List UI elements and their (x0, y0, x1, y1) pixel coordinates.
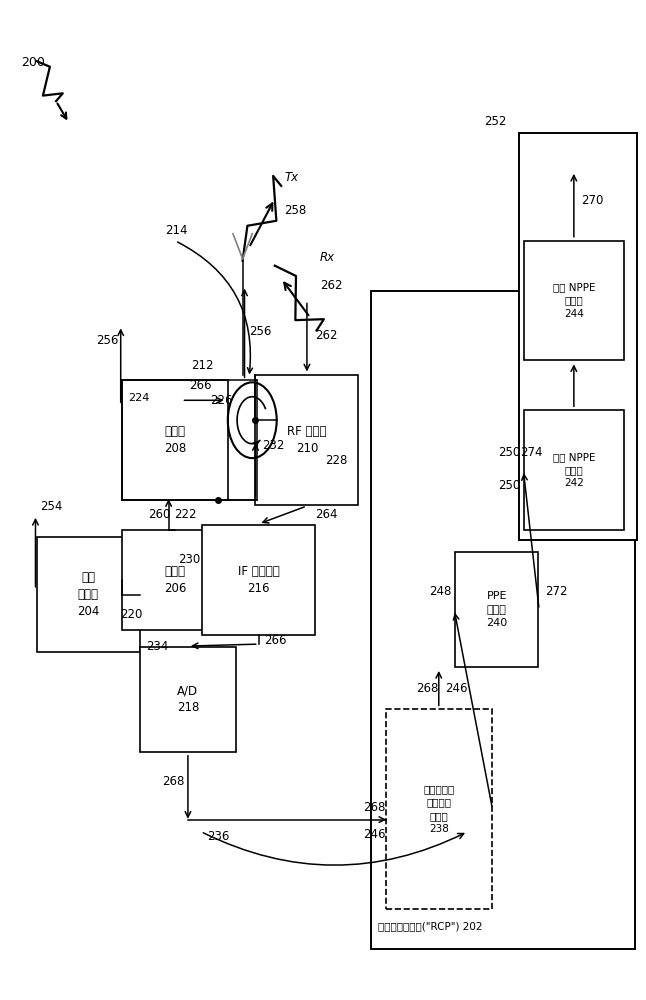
Text: 252: 252 (484, 115, 506, 128)
Text: （可选的）
天线增益
校准器
238: （可选的） 天线增益 校准器 238 (423, 784, 454, 834)
Text: 224: 224 (129, 393, 150, 403)
Text: 200: 200 (21, 56, 45, 69)
Bar (122, 530, 228, 630)
Bar (202, 525, 315, 635)
Bar (524, 241, 623, 360)
Bar (255, 375, 359, 505)
Text: 246: 246 (363, 828, 386, 841)
Text: RF 接收器
210: RF 接收器 210 (287, 425, 327, 455)
Bar (386, 709, 492, 909)
Bar (371, 291, 635, 949)
Text: 雷达校准处理器("RCP") 202: 雷达校准处理器("RCP") 202 (378, 921, 482, 931)
Text: 274: 274 (520, 446, 543, 459)
Text: 264: 264 (315, 508, 337, 521)
Bar (122, 380, 228, 500)
Text: 214: 214 (165, 224, 188, 237)
Text: 256: 256 (249, 325, 271, 338)
Text: 频率源
206: 频率源 206 (164, 565, 186, 595)
Bar (140, 647, 236, 752)
Text: 234: 234 (146, 640, 169, 653)
Text: 268: 268 (416, 682, 439, 695)
Text: 258: 258 (284, 204, 307, 217)
Text: 262: 262 (320, 279, 342, 292)
Text: 232: 232 (262, 439, 284, 452)
Text: 260: 260 (148, 508, 171, 521)
Text: 248: 248 (429, 585, 452, 598)
Text: 第二 NPPE
校准器
244: 第二 NPPE 校准器 244 (552, 282, 595, 319)
Text: 236: 236 (207, 830, 229, 843)
Text: Tx: Tx (284, 171, 298, 184)
Text: 266: 266 (264, 634, 286, 647)
Text: 266: 266 (189, 379, 212, 392)
Text: PPE
校准器
240: PPE 校准器 240 (486, 591, 507, 628)
Text: 268: 268 (363, 801, 386, 814)
Text: 228: 228 (325, 454, 348, 467)
Text: IF 处理单元
216: IF 处理单元 216 (238, 565, 280, 595)
Bar (524, 410, 623, 530)
Text: 246: 246 (445, 682, 468, 695)
Text: 212: 212 (191, 359, 214, 372)
Text: 250: 250 (498, 446, 521, 459)
Bar (519, 133, 637, 540)
Text: Rx: Rx (320, 251, 335, 264)
Text: 230: 230 (178, 553, 200, 566)
Text: 222: 222 (174, 508, 196, 521)
Text: 268: 268 (162, 775, 185, 788)
Text: 256: 256 (96, 334, 119, 347)
Text: 262: 262 (315, 329, 337, 342)
Bar (455, 552, 539, 667)
Text: 272: 272 (545, 585, 567, 598)
Text: 波形
生成器
204: 波形 生成器 204 (77, 571, 99, 618)
Text: 270: 270 (581, 194, 604, 207)
Text: 220: 220 (120, 608, 142, 621)
Text: 第一 NPPE
校准器
242: 第一 NPPE 校准器 242 (552, 452, 595, 488)
Text: A/D
218: A/D 218 (177, 684, 199, 714)
Text: 发射器
208: 发射器 208 (164, 425, 186, 455)
Bar (37, 537, 140, 652)
Text: 254: 254 (40, 500, 63, 513)
Text: 226: 226 (211, 394, 233, 407)
Text: 250: 250 (498, 479, 521, 492)
